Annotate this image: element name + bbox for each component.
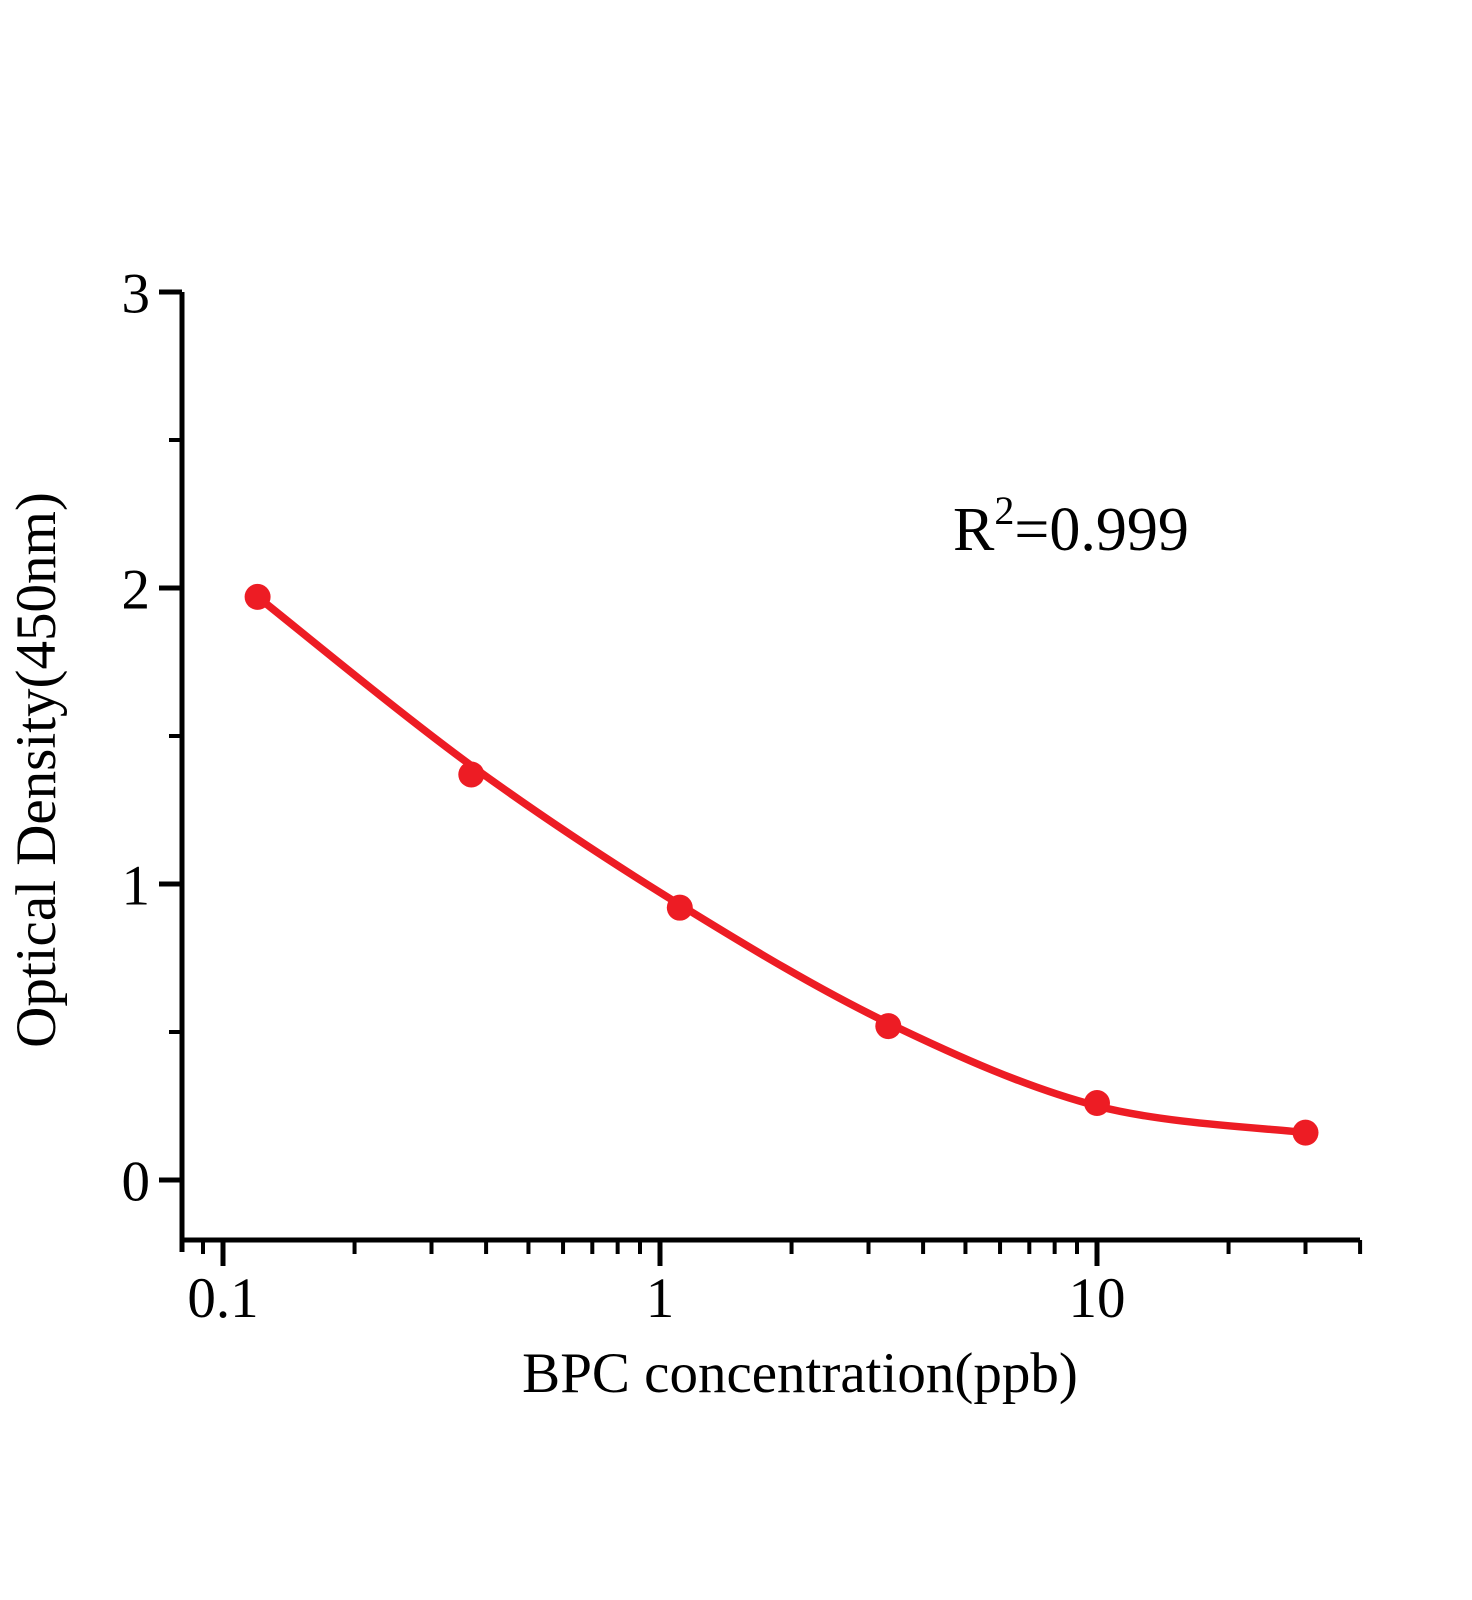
x-tick-label: 10: [1069, 1267, 1126, 1330]
r-squared-annotation: R2=0.999: [953, 488, 1189, 564]
axes-layer: 0.1 1 10 0 1 2 3: [122, 263, 1363, 1330]
data-point: [244, 583, 271, 610]
x-tick-label: 1: [646, 1267, 675, 1330]
x-axis-title: BPC concentration(ppb): [522, 1342, 1078, 1405]
data-point: [1292, 1119, 1319, 1146]
data-point: [1084, 1090, 1110, 1117]
y-tick-label: 3: [122, 263, 151, 326]
data-point: [458, 761, 485, 788]
x-tick-label: 0.1: [187, 1267, 258, 1330]
r-squared-base: R: [953, 496, 995, 564]
y-tick-label: 1: [122, 855, 151, 918]
y-tick-label: 2: [122, 559, 151, 622]
fit-curve: [253, 593, 1310, 1137]
y-axis-title: Optical Density(450nm): [5, 492, 68, 1048]
r-squared-value: =0.999: [1014, 496, 1188, 564]
series-layer: [244, 583, 1319, 1146]
data-point: [666, 894, 693, 921]
data-point: [875, 1013, 902, 1040]
r-squared-superscript: 2: [994, 488, 1014, 533]
y-tick-label: 0: [122, 1151, 151, 1214]
